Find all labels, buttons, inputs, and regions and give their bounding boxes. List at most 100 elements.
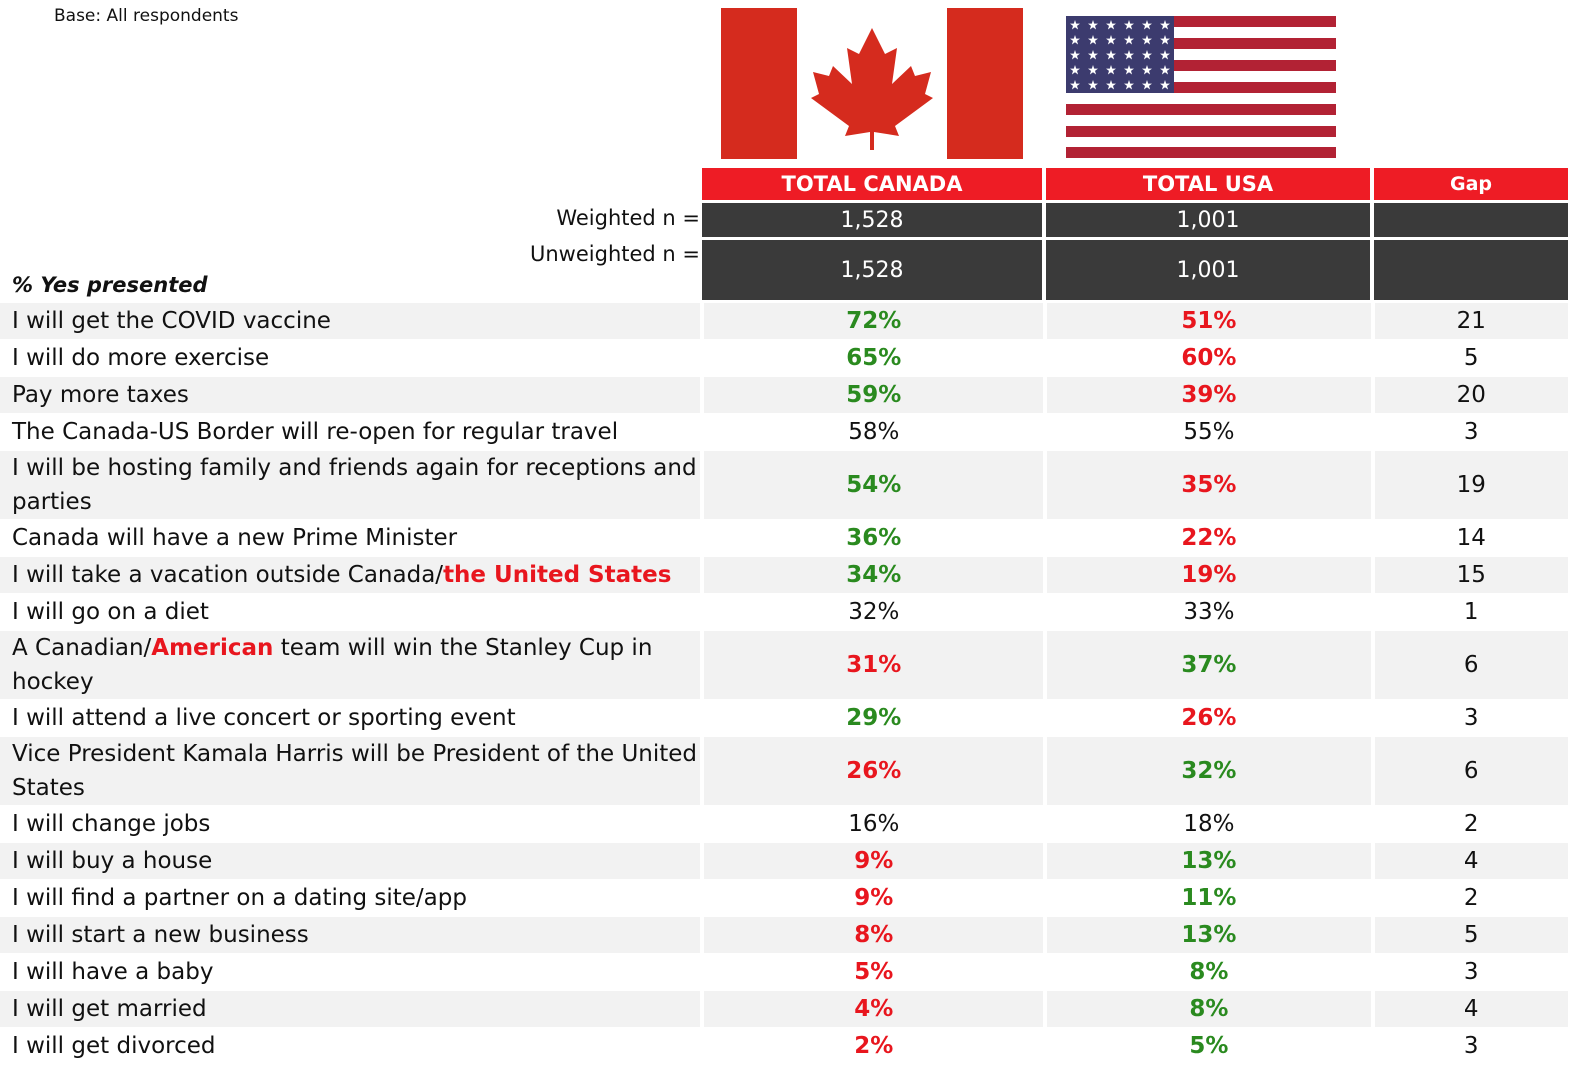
table-row: I will take a vacation outside Canada/th…: [0, 557, 1568, 593]
label-text: I will have a baby: [12, 959, 214, 985]
row-label: I will start a new business: [0, 917, 701, 953]
label-text: Vice President Kamala Harris will be Pre…: [12, 741, 698, 801]
canada-value: 59%: [704, 377, 1044, 413]
column-header: TOTAL USA: [1046, 168, 1370, 200]
row-label-text: Pay more taxes: [12, 378, 189, 412]
table-row: I will go on a diet 32% 33% 1: [0, 594, 1568, 630]
unweighted-label: Unweighted n =: [530, 242, 700, 266]
canada-value: 26%: [704, 737, 1044, 805]
row-label-text: Canada will have a new Prime Minister: [12, 521, 457, 555]
column-header: Gap: [1374, 168, 1568, 200]
weighted-gap: [1374, 203, 1568, 237]
gap-value: 20: [1374, 377, 1568, 413]
highlight-text: the United States: [443, 562, 672, 588]
usa-flag: [1066, 16, 1336, 158]
canada-value: 16%: [704, 806, 1044, 842]
table-row: Vice President Kamala Harris will be Pre…: [0, 737, 1568, 805]
table-row: A Canadian/American team will win the St…: [0, 631, 1568, 699]
gap-value: 2: [1374, 806, 1568, 842]
gap-value: 4: [1374, 991, 1568, 1027]
row-label: Canada will have a new Prime Minister: [0, 520, 701, 556]
label-text: I will attend a live concert or sporting…: [12, 705, 516, 731]
row-label-text: I will buy a house: [12, 844, 212, 878]
canada-value: 2%: [704, 1028, 1044, 1064]
unweighted-n: 1,528: [702, 240, 1042, 300]
row-label-text: I will go on a diet: [12, 595, 209, 629]
gap-value: 3: [1374, 414, 1568, 450]
weighted-label: Weighted n =: [556, 206, 700, 230]
row-label: I will find a partner on a dating site/a…: [0, 880, 701, 916]
label-text: I will get the COVID vaccine: [12, 308, 331, 334]
row-label-text: Vice President Kamala Harris will be Pre…: [12, 737, 700, 805]
usa-value: 26%: [1047, 700, 1371, 736]
gap-value: 19: [1374, 451, 1568, 519]
canada-value: 65%: [704, 340, 1044, 376]
highlight-text: American: [151, 635, 274, 661]
label-text: I will do more exercise: [12, 345, 270, 371]
usa-value: 11%: [1047, 880, 1371, 916]
canada-value: 58%: [704, 414, 1044, 450]
canada-value: 8%: [704, 917, 1044, 953]
row-label-text: I will change jobs: [12, 807, 210, 841]
label-text: team will win the Stanley Cup in hockey: [12, 635, 653, 695]
table-row: I will find a partner on a dating site/a…: [0, 880, 1568, 916]
canada-value: 31%: [704, 631, 1044, 699]
label-text: I will buy a house: [12, 848, 213, 874]
row-label: The Canada-US Border will re-open for re…: [0, 414, 701, 450]
row-label: I will attend a live concert or sporting…: [0, 700, 701, 736]
gap-value: 5: [1374, 340, 1568, 376]
row-label-text: The Canada-US Border will re-open for re…: [12, 415, 618, 449]
usa-value: 60%: [1047, 340, 1371, 376]
canada-value: 9%: [704, 880, 1044, 916]
row-label: A Canadian/American team will win the St…: [0, 631, 701, 699]
row-label: I will take a vacation outside Canada/th…: [0, 557, 701, 593]
row-label-text: A Canadian/American team will win the St…: [12, 631, 700, 699]
gap-value: 5: [1374, 917, 1568, 953]
canada-value: 72%: [704, 303, 1044, 339]
canada-value: 36%: [704, 520, 1044, 556]
table-row: I will do more exercise 65% 60% 5: [0, 340, 1568, 376]
table-body: I will get the COVID vaccine 72% 51% 21 I wi…: [0, 303, 1568, 1065]
label-text: I will take a vacation outside Canada/: [12, 562, 444, 588]
gap-value: 3: [1374, 1028, 1568, 1064]
row-label-text: I will get married: [12, 992, 207, 1026]
gap-value: 3: [1374, 700, 1568, 736]
gap-value: 14: [1374, 520, 1568, 556]
usa-value: 39%: [1047, 377, 1371, 413]
row-label-text: I will get the COVID vaccine: [12, 304, 331, 338]
table-row: Pay more taxes 59% 39% 20: [0, 377, 1568, 413]
row-label: I will get divorced: [0, 1028, 701, 1064]
usa-value: 55%: [1047, 414, 1371, 450]
label-text: I will change jobs: [12, 811, 211, 837]
row-label: I will go on a diet: [0, 594, 701, 630]
table-row: I will start a new business 8% 13% 5: [0, 917, 1568, 953]
weighted-n: 1,528: [702, 203, 1042, 237]
label-text: I will start a new business: [12, 922, 309, 948]
label-text: I will go on a diet: [12, 599, 209, 625]
usa-value: 8%: [1047, 954, 1371, 990]
gap-value: 4: [1374, 843, 1568, 879]
row-label: I will do more exercise: [0, 340, 701, 376]
table-row: Canada will have a new Prime Minister 36%…: [0, 520, 1568, 556]
row-label-text: I will attend a live concert or sporting…: [12, 701, 516, 735]
usa-value: 35%: [1047, 451, 1371, 519]
label-text: I will be hosting family and friends aga…: [12, 455, 697, 515]
unweighted-gap: [1374, 240, 1568, 300]
usa-value: 37%: [1047, 631, 1371, 699]
table-row: I will get married 4% 8% 4: [0, 991, 1568, 1027]
usa-value: 33%: [1047, 594, 1371, 630]
row-label: Pay more taxes: [0, 377, 701, 413]
usa-value: 51%: [1047, 303, 1371, 339]
row-label: I will buy a house: [0, 843, 701, 879]
label-text: The Canada-US Border will re-open for re…: [12, 419, 619, 445]
section-label: % Yes presented: [12, 273, 208, 297]
label-text: I will get married: [12, 996, 207, 1022]
row-label-text: I will get divorced: [12, 1029, 216, 1063]
weighted-n: 1,001: [1046, 203, 1370, 237]
table-row: The Canada-US Border will re-open for re…: [0, 414, 1568, 450]
label-text: Pay more taxes: [12, 382, 189, 408]
label-text: I will find a partner on a dating site/a…: [12, 885, 467, 911]
row-label-text: I will start a new business: [12, 918, 309, 952]
usa-value: 22%: [1047, 520, 1371, 556]
canada-flag: [721, 8, 1023, 159]
